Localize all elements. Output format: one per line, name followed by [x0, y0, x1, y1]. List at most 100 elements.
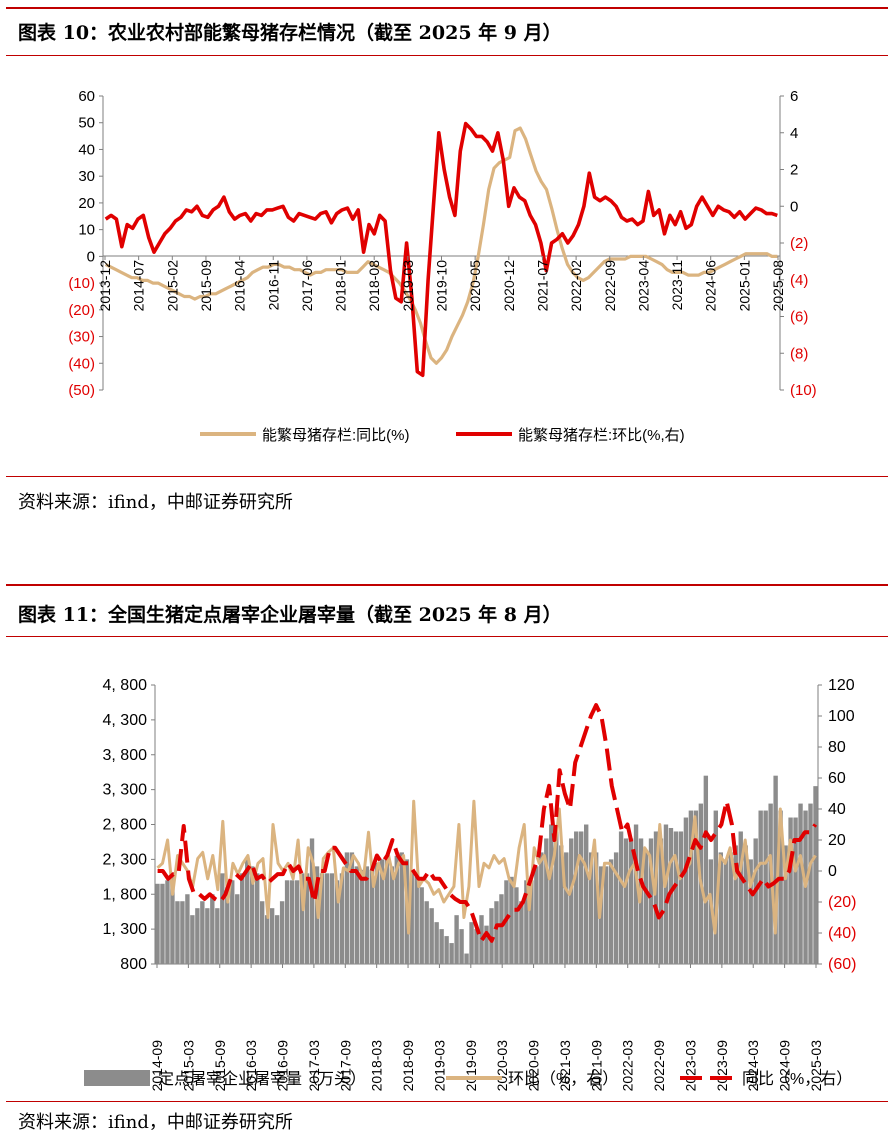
bar [160, 883, 165, 964]
x-tick-label: 2024-03 [745, 1040, 761, 1092]
bar [559, 845, 564, 964]
left-tick-label: (30) [68, 329, 95, 346]
x-tick-label: 2018-03 [369, 1040, 385, 1092]
bar [175, 901, 180, 964]
bar [299, 873, 305, 964]
bar [613, 852, 619, 964]
bar [454, 915, 459, 964]
bar [309, 838, 315, 964]
x-tick-label: 2017-03 [306, 1040, 322, 1092]
bar [354, 866, 360, 964]
bar [588, 852, 594, 964]
legend-label: 定点屠宰企业屠宰量（万头） [158, 1070, 366, 1088]
bar [444, 936, 449, 964]
x-tick-label: 2019-03 [400, 260, 416, 312]
x-tick-label: 2025-03 [808, 1040, 824, 1092]
right-tick-label: (4) [790, 272, 808, 289]
bar [195, 908, 200, 964]
bar [389, 866, 394, 964]
series-line-0 [104, 126, 778, 365]
bar [549, 824, 554, 964]
bar [738, 831, 743, 964]
bar [668, 827, 674, 964]
bar [200, 901, 205, 964]
bar [593, 852, 599, 964]
x-tick-label: 2018-08 [366, 260, 382, 312]
bar [240, 873, 245, 964]
left-tick-label: 1, 800 [103, 886, 148, 903]
bar [778, 810, 783, 964]
bar [519, 901, 524, 964]
right-tick-label: 40 [828, 801, 846, 818]
x-tick-label: 2018-09 [400, 1040, 416, 1092]
right-tick-label: (6) [790, 309, 808, 326]
bar [793, 817, 798, 964]
x-tick-label: 2020-09 [526, 1040, 542, 1092]
bar [808, 803, 813, 964]
bar [284, 880, 290, 964]
bar [254, 873, 260, 964]
bar [733, 845, 738, 964]
left-tick-label: 4, 300 [103, 712, 148, 729]
left-tick-label: 3, 300 [103, 782, 148, 799]
figure11-source: 资料来源：ifind，中邮证券研究所 [18, 1112, 293, 1133]
left-tick-label: (40) [68, 355, 95, 372]
bar [439, 929, 444, 964]
right-tick-label: (40) [828, 925, 856, 942]
x-tick-label: 2016-03 [243, 1040, 259, 1092]
x-tick-label: 2025-01 [736, 260, 752, 312]
bar [384, 859, 389, 964]
x-tick-label: 2021-07 [534, 260, 550, 312]
bar [663, 824, 669, 964]
bar [185, 894, 190, 964]
bar [414, 873, 419, 964]
bar [484, 925, 489, 964]
x-tick-label: 2024-09 [777, 1040, 793, 1092]
bar [554, 831, 559, 964]
bar [344, 852, 350, 964]
bar [653, 831, 659, 964]
title-rule [6, 636, 888, 637]
bar [798, 803, 803, 964]
bar [170, 873, 175, 964]
right-tick-label: 20 [828, 832, 846, 849]
right-tick-label: (60) [828, 956, 856, 973]
left-tick-label: (50) [68, 382, 95, 399]
legend-label: 环比（%，右） [508, 1070, 618, 1088]
bar [529, 880, 534, 964]
left-tick-label: 20 [78, 195, 95, 212]
bar [773, 775, 778, 964]
right-tick-label: (2) [790, 235, 808, 252]
bar [359, 869, 365, 964]
right-tick-label: 0 [828, 863, 837, 880]
bar [743, 845, 748, 964]
bar [379, 859, 385, 964]
x-tick-label: 2022-09 [651, 1040, 667, 1092]
figure10-title: 图表 10：农业农村部能繁母猪存栏情况（截至 2025 年 9 月） [18, 22, 562, 44]
x-tick-label: 2016-04 [232, 260, 248, 312]
bar [165, 880, 170, 964]
left-tick-label: 800 [120, 956, 147, 973]
left-tick-label: 4, 800 [103, 677, 148, 694]
bar [813, 786, 818, 964]
bar [713, 810, 719, 964]
bar [534, 866, 539, 964]
right-tick-label: 80 [828, 739, 846, 756]
bar [259, 901, 265, 964]
legend-label: 同比（%，右） [742, 1070, 852, 1088]
bar [349, 852, 355, 964]
x-tick-label: 2022-09 [602, 260, 618, 312]
bar [215, 908, 220, 964]
left-tick-label: 40 [78, 141, 95, 158]
legend-label: 能繁母猪存栏:同比(%) [262, 427, 410, 444]
bar [279, 901, 285, 964]
bar [245, 859, 250, 964]
bar [643, 852, 649, 964]
bar [324, 873, 330, 964]
bar [205, 908, 210, 964]
series-line-1 [104, 121, 778, 378]
x-tick-label: 2021-03 [557, 1040, 573, 1092]
bar [294, 880, 300, 964]
bar [509, 876, 514, 964]
bar [469, 922, 474, 964]
